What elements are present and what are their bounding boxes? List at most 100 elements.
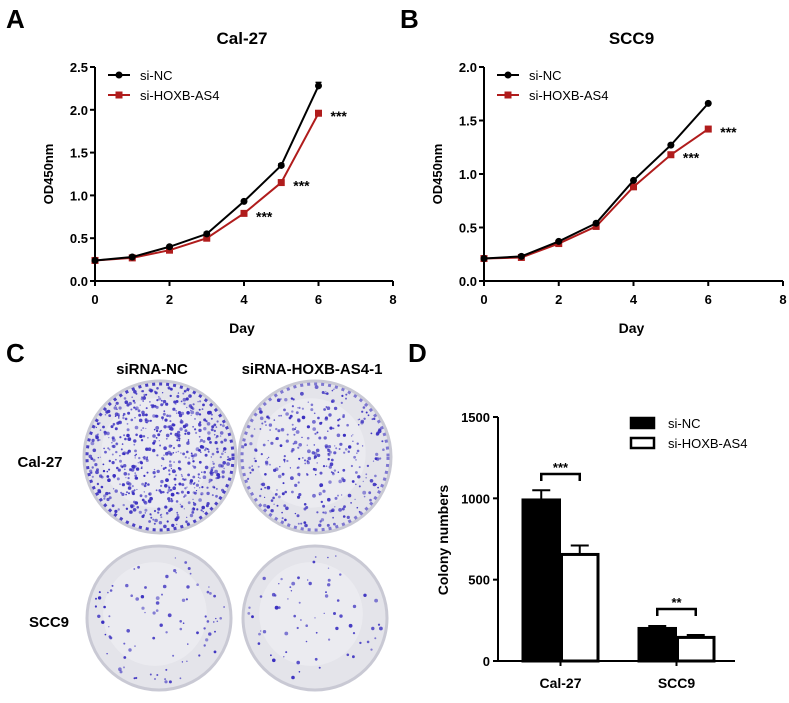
bar-si-NC-SCC9 (637, 626, 677, 663)
x-tick-label: 2 (555, 292, 562, 307)
x-tick-label: 4 (630, 292, 638, 307)
bar-si-NC-Cal-27 (521, 498, 561, 663)
row-label-cal27: Cal-27 (17, 454, 62, 471)
data-point (704, 99, 712, 107)
data-point (630, 183, 637, 191)
series-si-NC (91, 81, 322, 264)
y-tick-label: 2.5 (70, 60, 88, 75)
y-tick-label: 1.5 (459, 114, 477, 129)
legend-marker (504, 71, 512, 79)
colony-dots (94, 557, 226, 684)
legend-label: si-NC (668, 416, 701, 431)
y-tick-label: 0.0 (70, 274, 88, 289)
legend-marker (504, 91, 512, 99)
y-tick-label: 0.5 (459, 221, 477, 236)
y-tick-label: 1.0 (459, 167, 477, 182)
data-point (630, 176, 637, 184)
legend-label: si-NC (140, 68, 173, 83)
y-axis-label: OD450nm (41, 144, 56, 205)
chart-b-scc9-growth: SCC9 0 2 4 6 8 0.0 0.5 1.0 1.5 2.0 Day OD450nm si-NC s… (430, 29, 787, 336)
y-tick-label: 2.0 (70, 103, 88, 118)
significance-marker: *** (256, 208, 273, 224)
colony-dots (247, 555, 383, 680)
y-tick-label: 1.5 (70, 146, 88, 161)
y-axis-label: Colony numbers (435, 485, 451, 596)
x-tick-label: 8 (779, 292, 786, 307)
significance-bracket (540, 472, 581, 481)
dish-glare (256, 398, 366, 508)
series-si-HOXB-AS4 (480, 125, 712, 263)
significance-marker: ** (671, 595, 682, 610)
chart-title: SCC9 (609, 29, 654, 48)
data-point (667, 141, 675, 149)
legend-label: si-HOXB-AS4 (529, 88, 608, 103)
x-tick-label: SCC9 (658, 675, 696, 691)
x-tick-label: 6 (315, 292, 322, 307)
data-point (555, 237, 563, 245)
data-point (667, 151, 675, 159)
plate-scc9-sirna-hoxb (241, 544, 389, 692)
y-tick-label: 500 (468, 573, 490, 588)
y-tick-label: 1.0 (70, 188, 88, 203)
chart-title: Cal-27 (216, 29, 267, 48)
data-point (91, 256, 99, 264)
panel-label-b: B (400, 4, 419, 34)
plate-scc9-sirna-nc (85, 544, 233, 692)
panel-label-a: A (6, 4, 25, 34)
data-point (203, 234, 211, 242)
series-line (483, 102, 709, 260)
panel-label-d: D (408, 338, 427, 368)
legend-label: si-HOXB-AS4 (140, 88, 219, 103)
significance-marker: *** (553, 460, 569, 475)
y-tick-label: 1500 (461, 410, 490, 425)
data-point (315, 109, 322, 117)
legend-label: si-HOXB-AS4 (668, 436, 747, 451)
data-point (277, 179, 285, 187)
legend-label: si-NC (529, 68, 562, 83)
rim-stain (85, 382, 235, 532)
rim-stain (240, 382, 390, 532)
significance-marker: *** (331, 108, 348, 124)
series-si-NC (480, 99, 712, 263)
series-si-HOXB-AS4 (91, 109, 322, 264)
bar-si-HOXB-AS4-SCC9 (676, 635, 716, 663)
significance-marker: *** (683, 150, 700, 166)
data-point (480, 255, 488, 263)
data-point (704, 125, 712, 133)
x-axis-label: Day (619, 320, 645, 336)
legend-marker (115, 71, 123, 79)
x-tick-label: 8 (389, 292, 396, 307)
data-point (315, 82, 322, 90)
x-axis-label: Day (229, 320, 255, 336)
column-label-sirna-hoxb: siRNA-HOXB-AS4-1 (242, 361, 383, 378)
dish-glare (259, 562, 363, 666)
x-tick-label: 0 (480, 292, 487, 307)
y-axis-label: OD450nm (430, 144, 445, 205)
data-point (277, 161, 285, 169)
plate-cal27-sirna-nc (82, 379, 238, 535)
x-tick-label: 4 (240, 292, 248, 307)
chart-a-cal27-growth: Cal-27 0 2 4 6 8 0.0 0.5 1.0 1.5 2.0 2.5 Day OD450nm s… (41, 29, 397, 336)
x-tick-label: 2 (166, 292, 173, 307)
data-point (240, 197, 248, 205)
x-tick-label: 0 (91, 292, 98, 307)
legend-swatch (629, 416, 656, 430)
significance-marker: *** (293, 178, 310, 194)
significance-marker: *** (720, 124, 737, 140)
legend-marker (115, 91, 123, 99)
y-tick-label: 0.5 (70, 231, 88, 246)
panel-c-colony-plates: siRNA-NC siRNA-HOXB-AS4-1 Cal-27 SCC9 (17, 361, 393, 692)
y-tick-label: 0 (483, 654, 490, 669)
panel-label-c: C (6, 338, 25, 368)
colony-dots (88, 386, 232, 529)
data-point (166, 243, 173, 251)
x-tick-label: Cal-27 (539, 675, 581, 691)
row-label-scc9: SCC9 (29, 614, 69, 631)
data-point (592, 219, 600, 227)
chart-d-colony-numbers: Cal-27 *** SCC9 ** 0 500 1000 1500 Colony number… (435, 410, 747, 691)
data-point (128, 253, 136, 261)
y-tick-label: 1000 (461, 491, 490, 506)
plate-cal27-sirna-hoxb (237, 379, 393, 535)
column-label-sirna-nc: siRNA-NC (116, 361, 188, 378)
